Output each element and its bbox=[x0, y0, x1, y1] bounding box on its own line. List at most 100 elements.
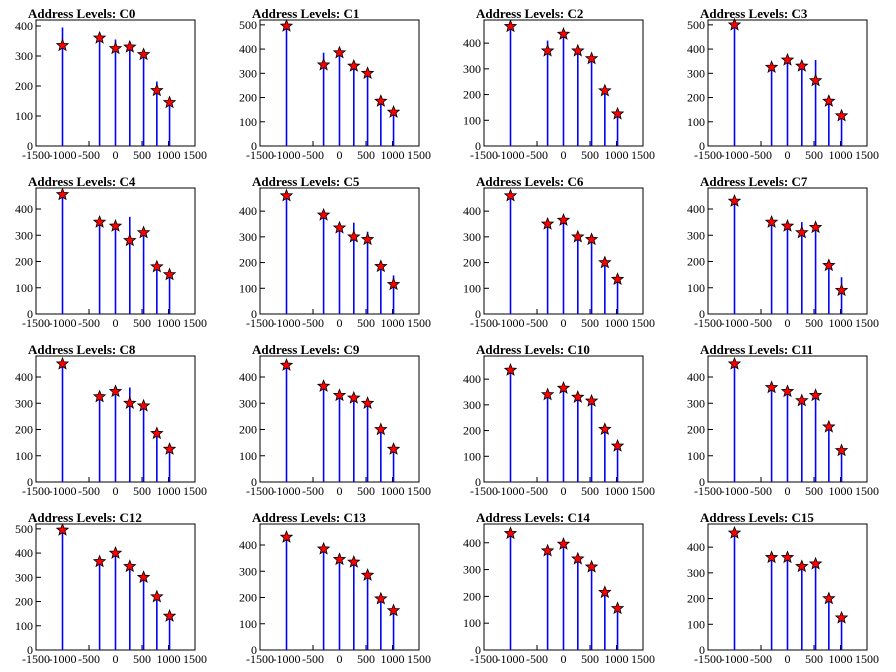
x-tick-label: -1500 bbox=[470, 652, 498, 666]
chart-panel: Address Levels: C15 0 100 200 300 400 -1500 -10… bbox=[672, 504, 896, 672]
peak-marker bbox=[332, 220, 347, 234]
y-tick-label: 200 bbox=[15, 595, 33, 609]
x-tick-label: 500 bbox=[133, 148, 151, 162]
y-tick-label: 200 bbox=[239, 423, 257, 437]
y-tick-label: 400 bbox=[463, 204, 481, 218]
peak-marker bbox=[386, 277, 401, 291]
peak-marker bbox=[386, 442, 401, 455]
peak-marker bbox=[822, 419, 836, 433]
peak-marker bbox=[360, 396, 375, 409]
x-tick-label: 0 bbox=[337, 148, 343, 162]
chart-panel: Address Levels: C1 0 100 200 300 400 500 -1500-… bbox=[224, 0, 448, 168]
y-tick-label: 200 bbox=[15, 423, 33, 437]
histogram-plot: 0 100 200 300 400 -1500-1000 -500 0 500 1000 1500 bbox=[463, 187, 655, 330]
histogram-plot: 0 100 200 300 400 500 -1500-1000 -500 0 500 1000 15… bbox=[687, 17, 879, 162]
chart-title: Address Levels: C8 bbox=[28, 342, 136, 357]
x-tick-label: 1500 bbox=[183, 484, 207, 498]
y-tick-label: 200 bbox=[239, 91, 257, 105]
peak-marker bbox=[92, 30, 107, 44]
peak-marker bbox=[598, 255, 612, 269]
y-tick-label: 300 bbox=[463, 563, 481, 577]
x-tick-label: 500 bbox=[357, 652, 375, 666]
x-tick-label: 1000 bbox=[605, 484, 629, 498]
peak-marker bbox=[92, 389, 107, 403]
peak-marker bbox=[162, 267, 177, 281]
peak-marker bbox=[556, 537, 571, 550]
x-tick-label: -1000 bbox=[497, 484, 525, 498]
peak-marker bbox=[279, 18, 294, 32]
x-tick-label: 1000 bbox=[829, 148, 853, 162]
x-tick-label: -500 bbox=[302, 652, 324, 666]
peak-marker bbox=[347, 58, 361, 72]
peak-marker bbox=[503, 188, 518, 202]
y-tick-label: 500 bbox=[239, 18, 257, 32]
histogram-plot: 0 100 200 300 400 -1500-1000 -500 0 500 1000 1500 bbox=[15, 19, 207, 162]
chart-title: Address Levels: C13 bbox=[252, 510, 366, 525]
y-tick-label: 300 bbox=[463, 398, 481, 412]
x-tick-label: 1500 bbox=[407, 148, 431, 162]
x-tick-label: -1000 bbox=[721, 484, 749, 498]
x-tick-label: -1000 bbox=[497, 652, 525, 666]
peak-marker bbox=[540, 216, 555, 230]
chart-panel: Address Levels: C4 0 100 200 300 400 -1500 -100… bbox=[0, 168, 224, 336]
x-tick-label: 500 bbox=[805, 652, 823, 666]
x-tick-label: -1500 bbox=[22, 316, 50, 330]
y-tick-label: 100 bbox=[15, 619, 33, 633]
y-tick-label: 400 bbox=[687, 42, 705, 56]
peak-marker bbox=[822, 94, 836, 107]
y-tick-label: 100 bbox=[239, 449, 257, 463]
peak-marker bbox=[279, 530, 294, 543]
chart-panel: Address Levels: C11 0 100 200 300 400 -1500 -10… bbox=[672, 336, 896, 504]
x-tick-label: -1500 bbox=[246, 652, 274, 666]
peak-marker bbox=[347, 229, 361, 243]
peak-marker bbox=[808, 73, 823, 87]
chart-title: Address Levels: C4 bbox=[28, 174, 136, 189]
histogram-plot: 0 100 200 300 400 -1500-1000 -500 0 500 1000 1500 bbox=[463, 523, 655, 666]
x-tick-label: -1500 bbox=[22, 484, 50, 498]
y-tick-label: 400 bbox=[239, 538, 257, 552]
peak-marker bbox=[108, 545, 123, 559]
y-tick-label: 0 bbox=[251, 139, 257, 153]
y-tick-label: 0 bbox=[475, 307, 481, 321]
x-tick-label: 1500 bbox=[631, 316, 655, 330]
y-tick-label: 200 bbox=[239, 256, 257, 270]
peak-marker bbox=[123, 396, 137, 409]
peak-marker bbox=[332, 45, 347, 59]
x-tick-label: 1500 bbox=[407, 484, 431, 498]
x-tick-label: 1000 bbox=[381, 652, 405, 666]
x-tick-label: 500 bbox=[133, 652, 151, 666]
y-tick-label: 100 bbox=[687, 115, 705, 129]
x-tick-label: -500 bbox=[526, 148, 548, 162]
y-tick-label: 0 bbox=[699, 475, 705, 489]
histogram-plot: 0 100 200 300 400 500 -1500-1000 -500 0 500 1000 15… bbox=[239, 18, 431, 162]
histogram-plot: 0 100 200 300 400 -1500-1000 -500 0 500 1000 1500 bbox=[239, 523, 431, 666]
peak-marker bbox=[764, 550, 779, 564]
histogram-plot: 0 100 200 300 400 -1500-1000 -500 0 500 1000 1500 bbox=[687, 523, 879, 666]
peak-marker bbox=[822, 591, 836, 605]
chart-panel: Address Levels: C10 0 100 200 300 400 -1500 -10… bbox=[448, 336, 672, 504]
x-tick-label: 1000 bbox=[381, 148, 405, 162]
x-tick-label: -500 bbox=[750, 484, 772, 498]
x-tick-label: 0 bbox=[113, 484, 119, 498]
x-tick-label: 1500 bbox=[855, 316, 879, 330]
x-tick-label: 0 bbox=[113, 148, 119, 162]
peak-marker bbox=[162, 95, 177, 109]
y-tick-label: 100 bbox=[687, 281, 705, 295]
y-tick-label: 0 bbox=[699, 643, 705, 657]
x-tick-label: 500 bbox=[581, 652, 599, 666]
peak-marker bbox=[834, 108, 849, 122]
x-tick-label: -1500 bbox=[246, 484, 274, 498]
chart-title: Address Levels: C11 bbox=[700, 342, 814, 357]
peak-marker bbox=[55, 187, 70, 201]
peak-marker bbox=[150, 259, 164, 273]
x-tick-label: 0 bbox=[337, 316, 343, 330]
peak-marker bbox=[764, 215, 779, 228]
x-tick-label: 1000 bbox=[829, 316, 853, 330]
y-tick-label: 200 bbox=[15, 79, 33, 93]
x-tick-label: -1500 bbox=[22, 148, 50, 162]
peak-marker bbox=[162, 442, 177, 455]
x-tick-label: 500 bbox=[581, 148, 599, 162]
x-tick-label: -1000 bbox=[721, 316, 749, 330]
x-tick-label: 0 bbox=[785, 652, 791, 666]
peak-marker bbox=[808, 220, 823, 234]
